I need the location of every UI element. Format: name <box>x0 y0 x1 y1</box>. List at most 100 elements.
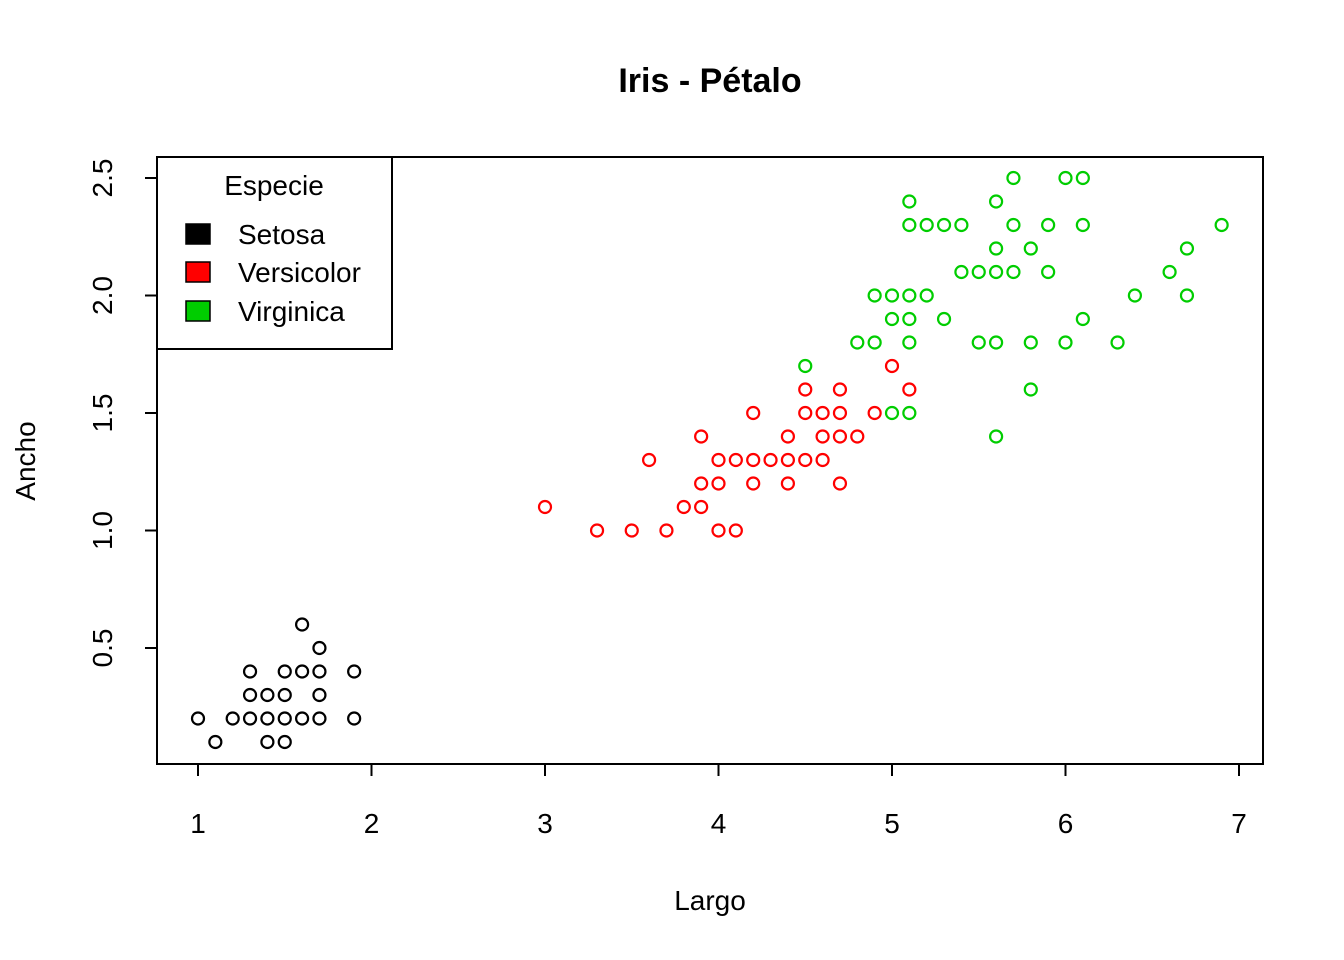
data-point <box>1110 335 1125 350</box>
data-point <box>798 382 813 397</box>
data-point <box>1058 170 1073 186</box>
legend-swatch <box>185 261 211 283</box>
data-point <box>832 476 848 491</box>
data-point <box>694 499 709 515</box>
data-point <box>936 311 952 327</box>
data-point <box>1214 217 1229 233</box>
data-point <box>746 476 761 491</box>
data-point <box>798 358 813 374</box>
data-point <box>867 288 882 303</box>
data-point <box>190 711 206 726</box>
data-point <box>312 687 327 703</box>
x-tick-label: 6 <box>1058 808 1074 839</box>
data-point <box>884 358 900 374</box>
data-point <box>1075 311 1090 327</box>
x-tick-label: 5 <box>884 808 900 839</box>
legend-title: Especie <box>224 170 324 201</box>
data-point <box>867 335 882 350</box>
x-tick-label: 7 <box>1231 808 1247 839</box>
data-point <box>971 335 986 350</box>
y-tick-label: 0.5 <box>87 629 118 668</box>
data-point <box>850 429 865 444</box>
data-point <box>902 311 917 327</box>
y-tick-label: 2.0 <box>87 276 118 315</box>
data-point <box>260 687 275 703</box>
data-point <box>1006 170 1021 186</box>
data-point <box>277 711 292 726</box>
data-point <box>295 711 310 726</box>
data-point <box>815 452 830 468</box>
data-point <box>347 664 362 679</box>
data-point <box>260 711 275 726</box>
data-point <box>1058 335 1073 350</box>
data-point <box>798 452 813 468</box>
data-point <box>1075 217 1090 233</box>
legend-swatch <box>185 223 211 245</box>
data-point <box>902 194 917 209</box>
data-point <box>832 405 848 421</box>
data-point <box>988 429 1004 444</box>
data-point <box>242 687 258 703</box>
data-point <box>711 476 726 491</box>
data-point <box>277 664 292 679</box>
data-point <box>1179 288 1195 303</box>
legend-label: Versicolor <box>238 257 361 288</box>
data-point <box>242 664 258 679</box>
data-point <box>1006 217 1021 233</box>
data-point <box>260 734 275 750</box>
data-point <box>971 264 986 280</box>
y-tick-label: 2.5 <box>87 159 118 198</box>
data-point <box>988 194 1004 209</box>
data-point <box>1041 264 1056 280</box>
data-point <box>815 405 830 421</box>
data-point <box>1162 264 1177 280</box>
data-point <box>919 217 934 233</box>
data-point <box>884 311 900 327</box>
data-point <box>988 264 1004 280</box>
data-point <box>902 288 917 303</box>
data-point <box>988 241 1004 256</box>
y-axis: 0.5 1.0 1.5 2.0 2.5 <box>87 159 158 668</box>
data-point <box>711 452 726 468</box>
legend-label: Setosa <box>238 219 326 250</box>
y-axis-label: Ancho <box>10 421 41 500</box>
data-point <box>815 429 830 444</box>
data-point <box>312 664 327 679</box>
data-point <box>277 734 292 750</box>
data-point <box>867 405 882 421</box>
data-point <box>728 523 743 538</box>
data-point <box>746 405 761 421</box>
data-point <box>589 523 605 538</box>
data-point <box>347 711 362 726</box>
data-point <box>242 711 258 726</box>
data-point <box>694 429 709 444</box>
x-tick-label: 2 <box>364 808 380 839</box>
data-point <box>728 452 743 468</box>
data-point <box>954 217 969 233</box>
data-point <box>1023 382 1038 397</box>
data-point <box>711 523 726 538</box>
x-tick-label: 4 <box>711 808 727 839</box>
data-point <box>936 217 952 233</box>
chart-title: Iris - Pétalo <box>618 62 801 100</box>
x-tick-label: 1 <box>190 808 206 839</box>
legend: Especie Setosa Versicolor Virginica <box>156 156 393 350</box>
data-point <box>277 687 292 703</box>
data-point <box>780 452 796 468</box>
data-point <box>312 711 327 726</box>
data-point <box>919 288 934 303</box>
data-point <box>208 734 223 750</box>
data-point <box>225 711 240 726</box>
legend-swatch <box>185 300 211 322</box>
data-point <box>902 382 917 397</box>
data-point <box>798 405 813 421</box>
data-point <box>676 499 691 515</box>
data-point <box>884 405 900 421</box>
data-point <box>763 452 778 468</box>
data-point <box>295 664 310 679</box>
x-axis-label: Largo <box>674 885 746 916</box>
data-point <box>780 429 796 444</box>
data-point <box>850 335 865 350</box>
data-point <box>1023 241 1038 256</box>
